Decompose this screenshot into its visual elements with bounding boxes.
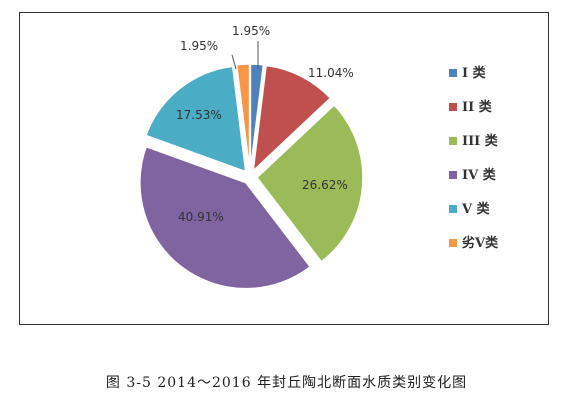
data-label: 11.04% — [308, 66, 354, 80]
legend-swatch — [449, 103, 457, 111]
data-label: 1.95% — [180, 39, 218, 53]
data-label: 40.91% — [178, 210, 224, 224]
pie-slice — [255, 103, 364, 263]
pie-slice — [144, 65, 247, 173]
pie-slice — [139, 145, 312, 290]
data-label: 1.95% — [232, 24, 270, 38]
pie-chart: 1.95% 11.04% 26.62% 40.91% 17.53% 1.95% I 类 II … — [139, 24, 499, 290]
data-label: 26.62% — [302, 178, 348, 192]
legend-label: I 类 — [462, 65, 487, 81]
legend-swatch — [449, 137, 457, 145]
legend-label: IV 类 — [462, 167, 497, 183]
legend-label: 劣V类 — [462, 235, 499, 251]
legend-label: V 类 — [461, 201, 491, 217]
data-label: 17.53% — [176, 108, 222, 122]
chart-area: 1.95% 11.04% 26.62% 40.91% 17.53% 1.95% I 类 II … — [19, 12, 549, 325]
legend-swatch — [449, 171, 457, 179]
figure-caption: 图 3-5 2014～2016 年封丘陶北断面水质类别变化图 — [105, 375, 468, 391]
legend-swatch — [449, 69, 457, 77]
pie-slice — [249, 63, 265, 171]
legend-swatch — [449, 205, 457, 213]
pie-slice — [252, 64, 332, 173]
leader-line — [231, 54, 237, 70]
legend-swatch — [449, 239, 457, 247]
legend-label: II 类 — [462, 99, 493, 115]
pie-slice — [235, 63, 251, 171]
legend-label: III 类 — [462, 133, 499, 149]
